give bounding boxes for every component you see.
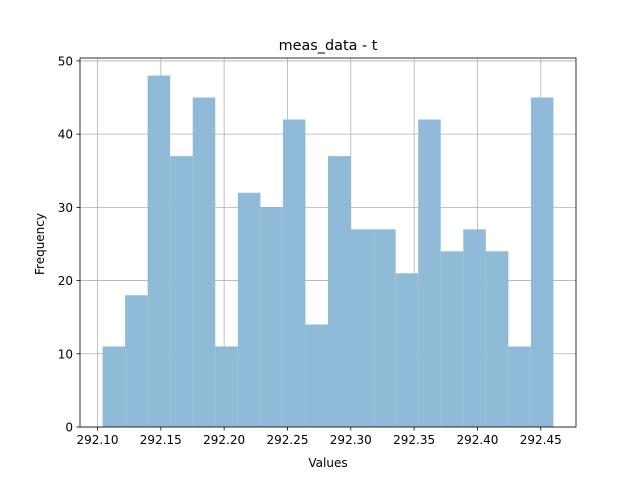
x-axis-label: Values <box>308 456 347 470</box>
histogram-bar <box>147 75 171 428</box>
histogram-bar <box>530 97 554 428</box>
y-tick-label: 20 <box>58 274 73 288</box>
histogram-bar <box>260 207 283 427</box>
x-tick-label: 292.15 <box>140 433 182 447</box>
histogram-bar <box>395 273 419 427</box>
histogram-bar <box>418 119 441 427</box>
x-tick-label: 292.35 <box>393 433 435 447</box>
ticks: 292.10 292.15 292.20 292.25 292.30 292.35 292.… <box>58 54 562 447</box>
plot-frame <box>79 57 577 428</box>
histogram-bar <box>373 229 396 427</box>
y-tick-label: 40 <box>58 128 73 142</box>
x-tick-label: 292.25 <box>266 433 308 447</box>
y-tick-label: 50 <box>58 54 73 68</box>
histogram-bar <box>508 346 531 427</box>
y-axis-label: Frequency <box>33 213 47 275</box>
histogram-bar <box>102 346 126 427</box>
histogram-bar <box>485 251 509 427</box>
y-tick-label: 30 <box>58 201 73 215</box>
y-tick-label: 10 <box>58 347 73 361</box>
y-tick-label: 0 <box>65 421 73 435</box>
histogram-bar <box>237 192 261 427</box>
histogram-bar <box>215 346 238 427</box>
x-tick-label: 292.10 <box>76 433 118 447</box>
histogram-bar <box>440 251 464 427</box>
histogram-bar <box>170 156 193 427</box>
histogram-bar <box>125 295 148 427</box>
histogram-bar <box>350 229 374 427</box>
chart-title: meas_data - t <box>279 38 378 54</box>
x-tick-label: 292.40 <box>456 433 498 447</box>
histogram-bar <box>305 324 328 427</box>
histogram-bar <box>282 119 306 427</box>
histogram-bar <box>463 229 486 427</box>
histogram-bar <box>328 156 351 427</box>
x-tick-label: 292.45 <box>520 433 562 447</box>
histogram-bar <box>192 97 216 428</box>
bars <box>102 75 554 428</box>
x-tick-label: 292.30 <box>330 433 372 447</box>
x-tick-label: 292.20 <box>203 433 245 447</box>
